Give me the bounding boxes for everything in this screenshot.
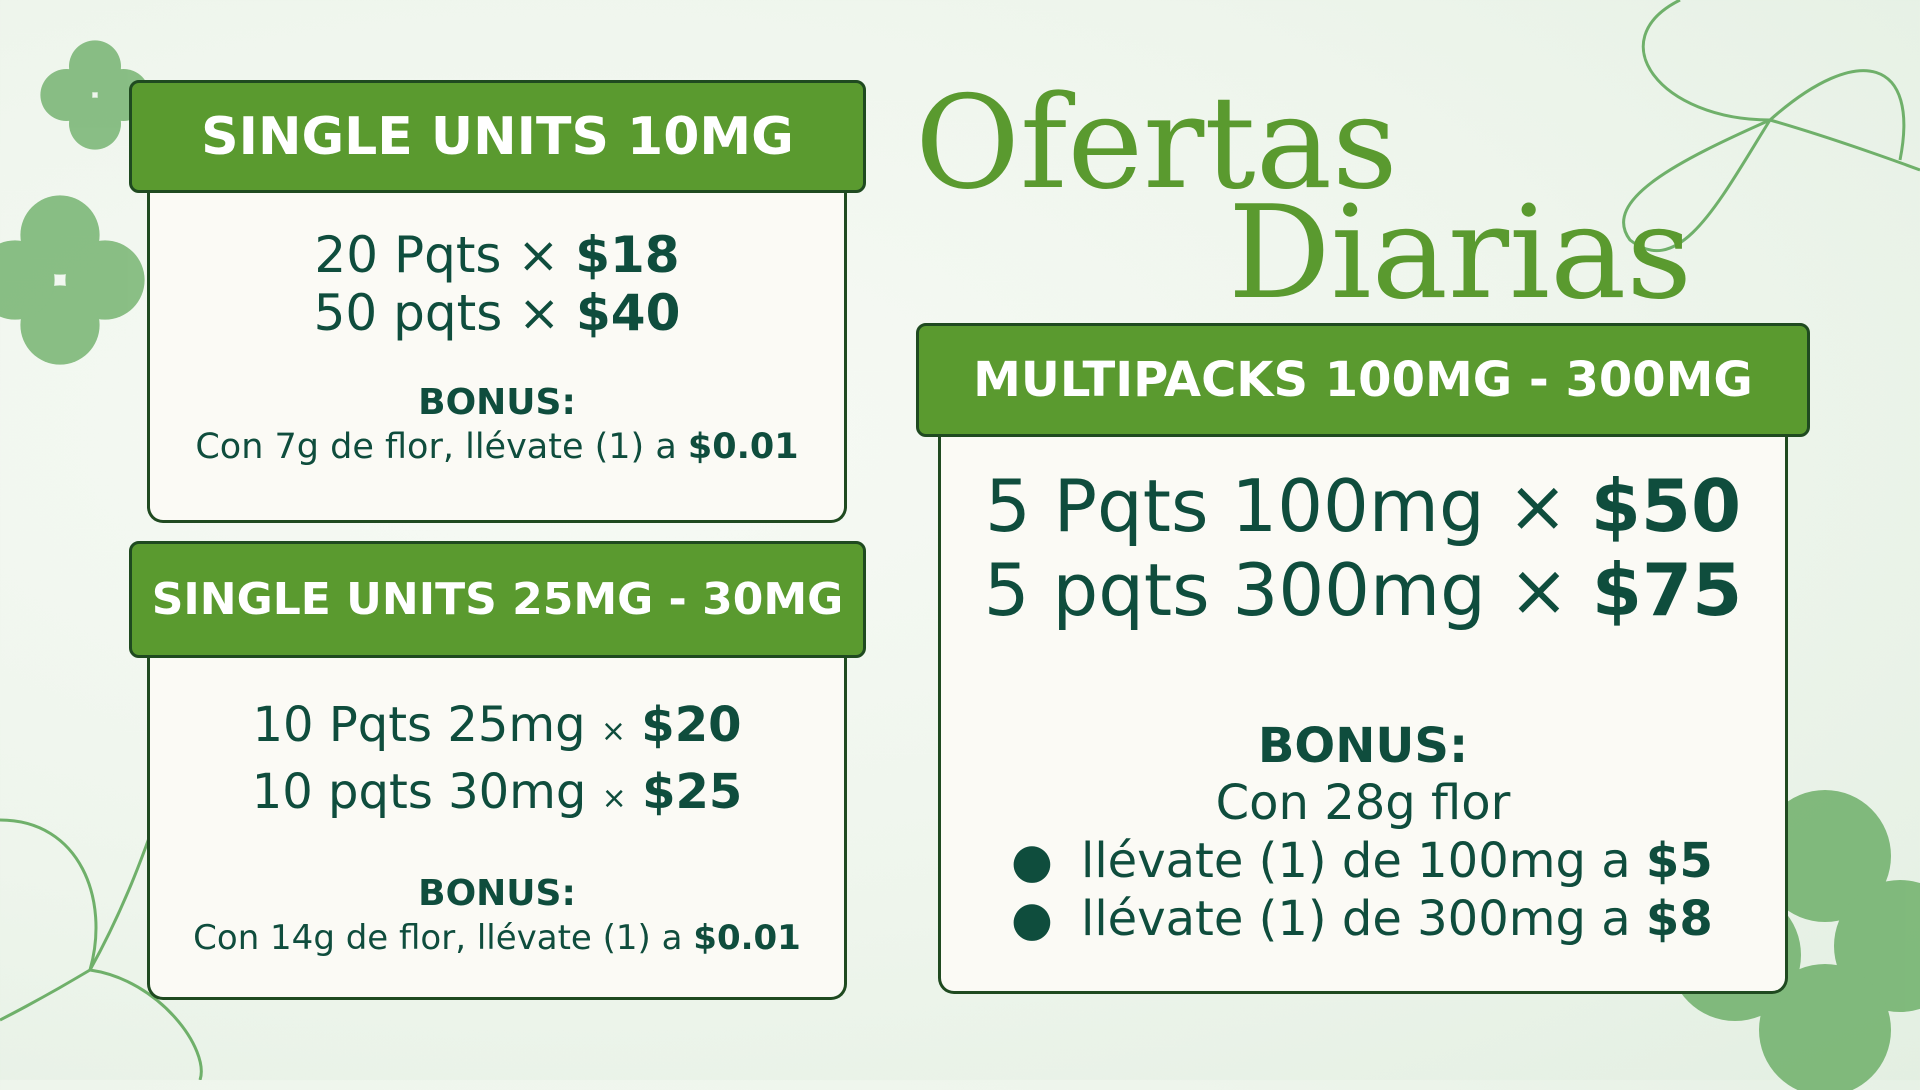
offer-row: 10 Pqts 25mg × $20: [252, 697, 742, 753]
title-line-2: Diarias: [1228, 179, 1692, 328]
bonus-label: BONUS:: [418, 873, 576, 914]
title-line-1: Ofertas: [915, 69, 1398, 218]
bonus-item: ● llévate (1) de 300mg a $8: [1011, 891, 1713, 947]
card-multipacks: 5 Pqts 100mg × $50 5 pqts 300mg × $75 BO…: [938, 434, 1788, 994]
offer-row: 5 Pqts 100mg × $50: [984, 464, 1742, 548]
bonus-list: ● llévate (1) de 100mg a $5 ● llévate (1) …: [1011, 832, 1785, 948]
card-single-25-30mg: 10 Pqts 25mg × $20 10 pqts 30mg × $25 BO…: [147, 655, 847, 1000]
bonus-text: Con 7g de flor, llévate (1) a $0.01: [195, 427, 799, 467]
offer-row: 5 pqts 300mg × $75: [983, 548, 1743, 632]
card-single-10mg: 20 Pqts × $18 50 pqts × $40 BONUS: Con 7…: [147, 190, 847, 523]
bonus-label: BONUS:: [1257, 718, 1469, 774]
card-header-single-10mg: SINGLE UNITS 10MG: [129, 80, 866, 193]
clover-outline-icon: [0, 807, 203, 1080]
card-header-multipacks: MULTIPACKS 100MG - 300MG: [916, 323, 1810, 437]
clover-icon: [0, 195, 145, 365]
bonus-text: Con 28g flor: [1215, 775, 1511, 831]
offer-row: 50 pqts × $40: [313, 284, 681, 342]
card-header-single-25-30mg: SINGLE UNITS 25MG - 30MG: [129, 541, 866, 658]
bonus-item: ● llévate (1) de 100mg a $5: [1011, 833, 1713, 889]
bonus-label: BONUS:: [418, 382, 576, 423]
offer-row: 20 Pqts × $18: [314, 226, 680, 284]
clover-outline-icon: [1622, 0, 1920, 253]
offer-row: 10 pqts 30mg × $25: [251, 764, 743, 820]
bullet-icon: ●: [1011, 833, 1053, 889]
bullet-icon: ●: [1011, 891, 1053, 947]
bonus-text: Con 14g de flor, llévate (1) a $0.01: [193, 918, 801, 958]
